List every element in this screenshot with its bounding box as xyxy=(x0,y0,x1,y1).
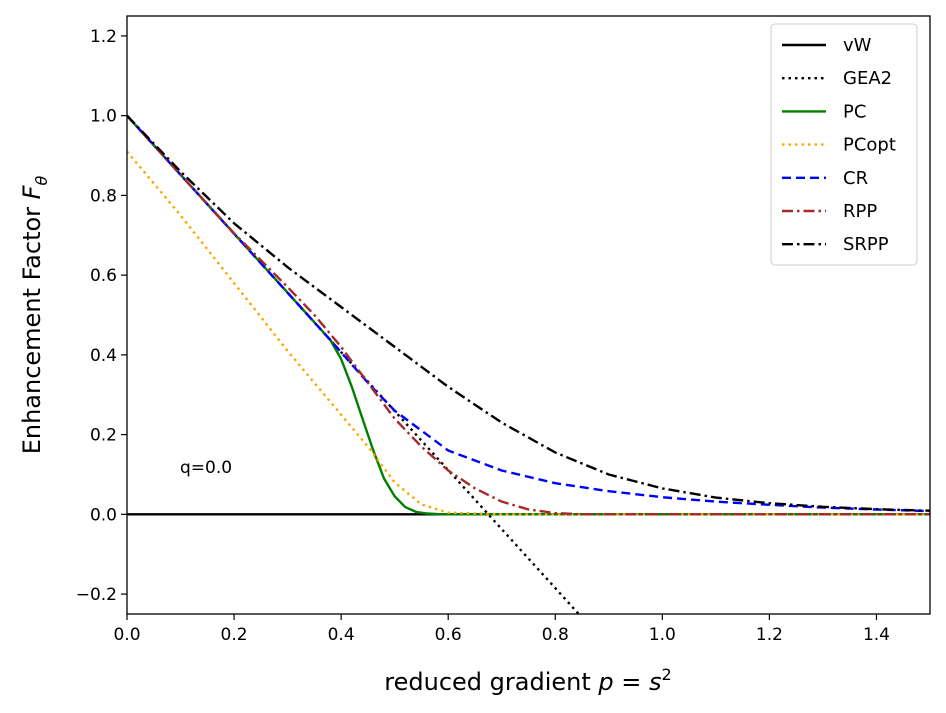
legend-label-vw: vW xyxy=(843,35,872,56)
y-axis-label: Enhancement Factor Fθ xyxy=(18,176,51,455)
x-tick-label: 0.2 xyxy=(221,625,248,645)
x-tick-label: 1.4 xyxy=(863,625,890,645)
legend-box xyxy=(770,23,918,266)
legend-label-srpp: SRPP xyxy=(843,234,889,255)
series-layer xyxy=(127,114,930,614)
y-tick-label: 0.2 xyxy=(90,426,117,446)
legend: vW GEA2 PC PCopt CR RPP SRPP xyxy=(770,23,918,266)
x-tick-label: 0.0 xyxy=(113,625,140,645)
y-tick-label: 0.4 xyxy=(90,346,117,366)
x-tick-label: 0.8 xyxy=(542,625,569,645)
series-line-cr xyxy=(127,114,930,513)
y-axis: −0.2 0.0 0.2 0.4 0.6 0.8 1.0 1.2 xyxy=(76,27,127,605)
y-tick-label: 1.2 xyxy=(90,27,117,47)
legend-label-gea2: GEA2 xyxy=(843,68,892,89)
series-line-pc xyxy=(127,114,930,516)
x-axis: 0.0 0.2 0.4 0.6 0.8 1.0 1.2 1.4 xyxy=(113,614,890,645)
y-tick-label: 0.8 xyxy=(90,186,117,206)
y-tick-label: 0.0 xyxy=(90,505,117,525)
y-tick-label: 1.0 xyxy=(90,107,117,127)
x-tick-label: 1.0 xyxy=(649,625,676,645)
annotation-q: q=0.0 xyxy=(180,458,232,478)
legend-label-cr: CR xyxy=(843,168,868,189)
y-tick-label: −0.2 xyxy=(76,585,117,605)
series-line-srpp xyxy=(127,114,930,512)
legend-label-pcopt: PCopt xyxy=(843,135,896,156)
x-tick-label: 1.2 xyxy=(756,625,783,645)
legend-label-pc: PC xyxy=(843,101,866,122)
x-tick-label: 0.6 xyxy=(435,625,462,645)
series-line-rpp xyxy=(127,114,930,516)
legend-label-rpp: RPP xyxy=(843,201,877,222)
plot-frame xyxy=(126,15,931,615)
x-axis-label: reduced gradient p = s2 xyxy=(384,665,671,696)
x-tick-label: 0.4 xyxy=(328,625,355,645)
y-tick-label: 0.6 xyxy=(90,266,117,286)
series-line-pcopt xyxy=(127,150,930,516)
